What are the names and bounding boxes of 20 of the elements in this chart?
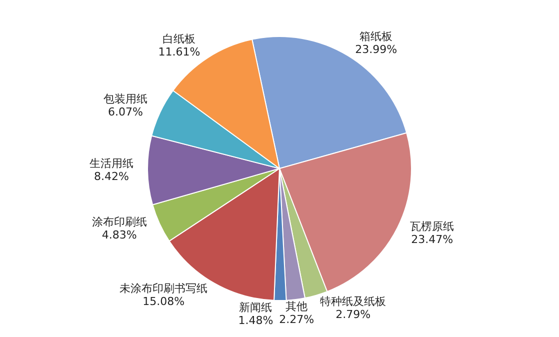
data-label: 8.42% bbox=[94, 170, 129, 183]
data-label: 11.61% bbox=[158, 45, 200, 58]
data-label: 15.08% bbox=[142, 294, 185, 308]
data-label: 6.07% bbox=[108, 106, 143, 119]
slice-label: 特种纸及纸板 bbox=[320, 295, 386, 308]
slice-label: 包装用纸 bbox=[103, 92, 148, 106]
data-label: 1.48% bbox=[238, 314, 274, 327]
slice-label: 生活用纸 bbox=[90, 156, 134, 170]
slice-label: 箱纸板 bbox=[360, 30, 393, 43]
data-label: 4.83% bbox=[102, 228, 137, 242]
slice-label: 未涂布印刷书写纸 bbox=[120, 282, 208, 295]
data-label: 23.47% bbox=[411, 233, 454, 246]
data-label: 23.99% bbox=[355, 42, 398, 56]
slice-label: 新闻纸 bbox=[239, 300, 272, 314]
slice-label: 瓦楞原纸 bbox=[410, 220, 454, 234]
data-label: 2.27% bbox=[279, 312, 314, 326]
slice-label: 涂布印刷纸 bbox=[92, 216, 147, 229]
slice-label: 其他 bbox=[286, 300, 308, 313]
slice-label: 白纸板 bbox=[162, 32, 196, 46]
data-label: 2.79% bbox=[336, 308, 371, 322]
